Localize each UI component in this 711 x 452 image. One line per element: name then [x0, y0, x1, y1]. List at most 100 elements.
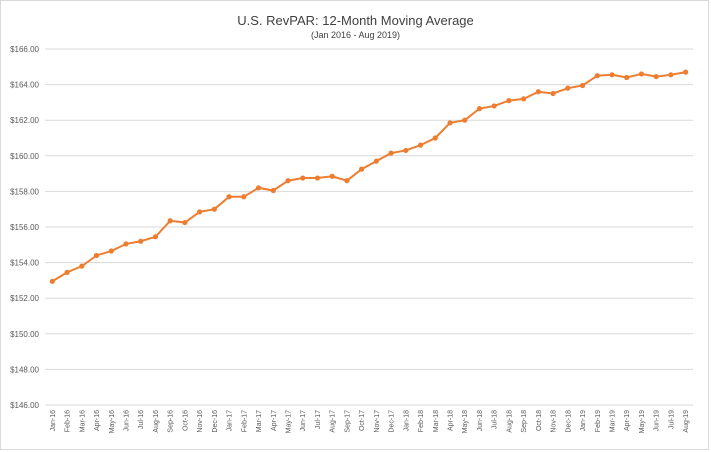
y-tick-label: $166.00: [10, 45, 39, 54]
data-point: [123, 241, 129, 247]
x-tick-label: Jan-18: [403, 410, 410, 432]
data-point: [167, 218, 173, 224]
data-point: [638, 71, 645, 77]
data-point: [388, 150, 394, 156]
data-point: [79, 263, 85, 269]
data-point: [683, 69, 689, 75]
data-point: [138, 238, 144, 244]
x-tick-label: Nov-18: [551, 410, 558, 433]
data-point: [609, 72, 615, 78]
data-point: [624, 74, 630, 81]
y-axis-labels: $146.00 $148.00 $150.00 $152.00 $154.00 $156.…: [10, 45, 39, 410]
x-tick-label: Oct-18: [536, 410, 543, 431]
x-tick-label: Aug-18: [506, 410, 513, 433]
y-tick-label: $156.00: [10, 223, 39, 232]
x-tick-label: Jan-19: [580, 410, 587, 432]
x-tick-label: May-17: [286, 410, 293, 433]
x-tick-label: Feb-16: [65, 410, 72, 432]
x-tick-label: Apr-18: [448, 410, 455, 431]
gridlines: [45, 48, 693, 406]
y-tick-label: $158.00: [10, 187, 39, 196]
series-line: [51, 71, 686, 283]
data-point: [314, 175, 321, 181]
data-point: [476, 106, 483, 112]
data-point: [285, 178, 291, 184]
data-point: [152, 234, 159, 240]
data-point: [565, 85, 571, 91]
data-point: [255, 185, 262, 191]
x-tick-label: Apr-19: [624, 410, 631, 431]
x-tick-label: Mar-16: [79, 410, 86, 432]
data-point: [93, 252, 100, 259]
x-tick-label: Oct-16: [182, 410, 189, 431]
x-tick-label: Mar-19: [610, 410, 617, 432]
chart-subtitle: (Jan 2016 - Aug 2019): [310, 30, 401, 40]
x-tick-label: Aug-19: [683, 410, 690, 433]
y-tick-label: $148.00: [10, 365, 39, 374]
x-tick-label: Jul-17: [315, 410, 322, 429]
data-point: [594, 73, 600, 79]
data-point: [432, 135, 438, 141]
x-tick-label: Jan-17: [227, 410, 234, 432]
data-point: [226, 194, 232, 200]
data-point: [653, 73, 659, 80]
x-tick-label: Aug-16: [153, 410, 160, 433]
data-point: [329, 173, 335, 179]
data-point: [521, 96, 527, 102]
x-tick-label: May-18: [462, 410, 469, 433]
y-tick-label: $146.00: [10, 401, 39, 410]
data-point: [579, 82, 586, 89]
data-point: [535, 89, 541, 95]
y-tick-label: $162.00: [10, 116, 39, 125]
x-tick-label: Feb-19: [595, 410, 602, 432]
x-tick-label: Dec-18: [565, 410, 572, 433]
x-tick-label: Dec-17: [389, 410, 396, 433]
x-tick-label: Aug-17: [330, 410, 337, 433]
y-tick-label: $150.00: [10, 330, 39, 339]
x-tick-label: Jul-19: [668, 410, 675, 429]
y-tick-label: $152.00: [10, 294, 39, 303]
x-tick-label: Feb-17: [241, 410, 248, 432]
data-point: [211, 206, 217, 212]
x-tick-label: Apr-17: [271, 410, 278, 431]
data-point: [344, 178, 350, 184]
data-point: [491, 103, 497, 109]
x-tick-label: Mar-18: [433, 410, 440, 432]
data-point: [64, 269, 70, 275]
data-point: [300, 175, 306, 181]
data-point: [417, 142, 424, 148]
x-tick-label: Oct-17: [359, 410, 366, 431]
y-tick-label: $164.00: [10, 81, 39, 90]
x-tick-label: May-19: [639, 410, 646, 433]
y-tick-label: $154.00: [10, 259, 39, 268]
x-tick-label: Sep-17: [344, 410, 351, 433]
x-tick-label: Jun-19: [654, 410, 661, 432]
x-tick-label: Nov-17: [374, 410, 381, 433]
data-point: [373, 158, 379, 164]
data-point: [241, 194, 247, 200]
data-point: [359, 166, 365, 172]
x-tick-label: Jul-16: [138, 410, 145, 429]
x-tick-label: Mar-17: [256, 410, 263, 432]
series-markers: [49, 69, 689, 284]
data-point: [108, 248, 114, 254]
x-tick-label: Sep-16: [168, 410, 175, 433]
data-point: [197, 209, 203, 215]
data-point: [447, 120, 453, 126]
data-point: [668, 72, 674, 78]
x-tick-label: Jan-16: [50, 410, 57, 432]
chart-title: U.S. RevPAR: 12-Month Moving Average: [237, 13, 474, 28]
data-point: [550, 90, 556, 97]
x-tick-label: May-16: [109, 410, 116, 433]
x-tick-label: Nov-16: [197, 410, 204, 433]
data-point: [270, 187, 276, 194]
data-point: [49, 278, 55, 284]
data-point: [182, 219, 188, 226]
x-axis-labels: Jan-16 Feb-16 Mar-16 Apr-16 May-16 Jun-16 Jul-…: [50, 410, 690, 433]
x-tick-label: Dec-16: [212, 410, 219, 433]
x-tick-label: Apr-16: [94, 410, 101, 431]
y-tick-label: $160.00: [10, 152, 39, 161]
x-tick-label: Jun-16: [124, 410, 131, 432]
